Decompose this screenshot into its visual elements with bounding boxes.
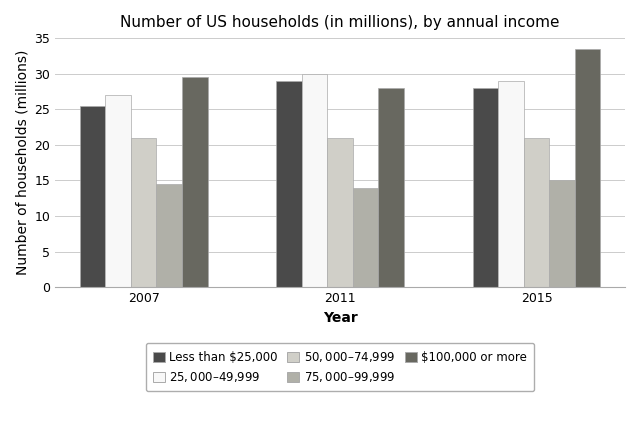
Y-axis label: Number of households (millions): Number of households (millions) [15, 50, 29, 275]
Bar [499, 81, 524, 287]
Bar [302, 74, 328, 287]
Bar [328, 138, 353, 287]
Bar [524, 138, 549, 287]
Title: Number of US households (in millions), by annual income: Number of US households (in millions), b… [120, 15, 560, 30]
Bar [353, 188, 378, 287]
Bar [131, 138, 156, 287]
Bar [575, 49, 600, 287]
X-axis label: Year: Year [323, 311, 358, 325]
Bar [106, 95, 131, 287]
Bar [473, 88, 499, 287]
Bar [276, 81, 302, 287]
Bar [80, 106, 106, 287]
Bar [156, 184, 182, 287]
Legend: Less than $25,000, $25,000–$49,999, $50,000–$74,999, $75,000–$99,999, $100,000 o: Less than $25,000, $25,000–$49,999, $50,… [146, 343, 534, 391]
Bar [549, 181, 575, 287]
Bar [182, 77, 207, 287]
Bar [378, 88, 404, 287]
